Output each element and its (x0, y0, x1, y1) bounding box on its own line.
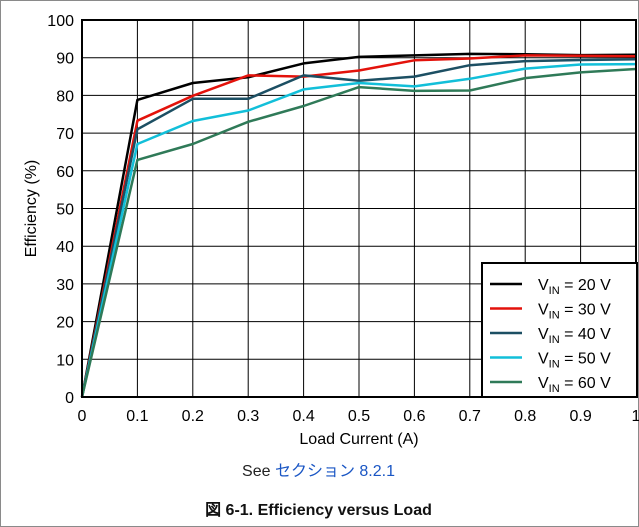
y-tick-label: 80 (56, 88, 74, 105)
series-line-5 (80, 67, 637, 398)
see-reference: See セクション 8.2.1 (0, 457, 637, 481)
y-tick-label: 100 (47, 13, 74, 30)
x-tick-label: 0.3 (237, 408, 259, 425)
x-tick-label: 0.4 (292, 408, 314, 425)
y-tick-label: 20 (56, 315, 74, 332)
y-tick-label: 90 (56, 51, 74, 68)
y-axis-label: Efficiency (%) (23, 160, 40, 258)
y-tick-label: 50 (56, 202, 74, 219)
legend-label-2: VIN = 30 V (538, 302, 611, 322)
x-tick-label: 0.2 (182, 408, 204, 425)
legend-box (481, 262, 638, 398)
series-line-3 (80, 57, 637, 398)
chart-series (80, 52, 637, 398)
y-tick-label: 0 (65, 390, 74, 407)
legend-label-3: VIN = 40 V (538, 326, 611, 346)
y-tick-label: 60 (56, 164, 74, 181)
y-tick-label: 40 (56, 239, 74, 256)
x-tick-label: 0.8 (514, 408, 536, 425)
plot-area-border (81, 19, 637, 398)
section-link[interactable]: セクション 8.2.1 (274, 463, 395, 480)
chart-tick-labels: 0 0.1 0.2 0.3 0.4 0.5 0.6 0.7 0.8 0.9 101020304050… (47, 13, 639, 425)
y-tick-label: 30 (56, 277, 74, 294)
x-tick-label: 0.1 (126, 408, 148, 425)
x-tick-label: 0.5 (348, 408, 370, 425)
x-tick-label: 1 (632, 408, 639, 425)
legend-label-1: VIN = 20 V (538, 277, 611, 297)
figure-caption: 図 6-1. Efficiency versus Load (205, 502, 432, 519)
x-tick-label: 0.7 (459, 408, 481, 425)
series-line-4 (80, 62, 637, 398)
x-axis-label: Load Current (A) (299, 431, 418, 448)
x-tick-label: 0 (78, 408, 87, 425)
legend-label-4: VIN = 50 V (538, 351, 611, 371)
x-tick-label: 0.9 (569, 408, 591, 425)
see-prefix: See (242, 463, 275, 480)
y-tick-label: 70 (56, 126, 74, 143)
legend-label-5: VIN = 60 V (538, 375, 611, 395)
x-tick-label: 0.6 (403, 408, 425, 425)
y-tick-label: 10 (56, 352, 74, 369)
efficiency-chart: 0 0.1 0.2 0.3 0.4 0.5 0.6 0.7 0.8 0.9 101020304050… (23, 13, 639, 448)
series-line-2 (80, 54, 637, 398)
chart-legend: VIN = 20 V VIN = 30 V VIN = 40 V VIN = 50 V… (481, 262, 638, 398)
